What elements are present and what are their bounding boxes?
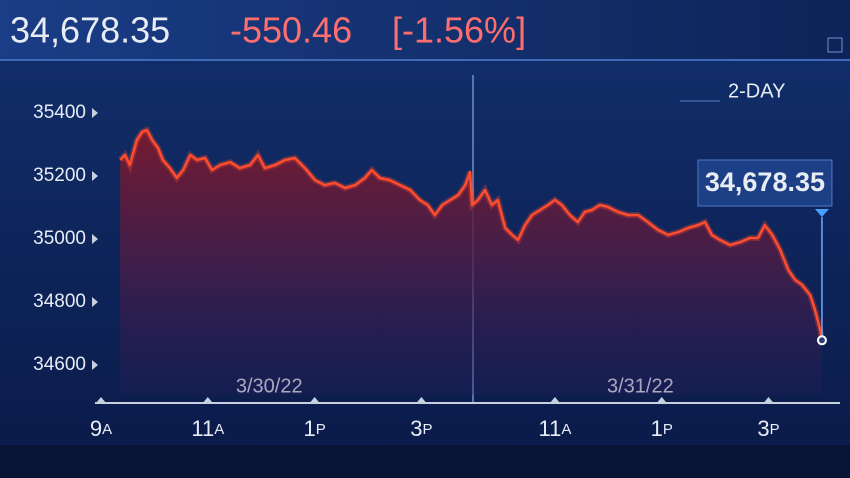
x-tick-mark [656,397,667,403]
y-tick-label: 34600 [33,354,86,375]
x-tick-mark [763,397,774,403]
area [120,130,822,395]
y-tick-label: 35400 [33,102,86,123]
price-callout-label: 34,678.35 [705,167,825,197]
y-tick-label: 35200 [33,165,86,186]
header-change-pct: [-1.56%] [392,10,526,51]
x-tick-label: 3P [757,416,779,441]
x-tick-mark [549,397,560,403]
y-tick-label: 35000 [33,228,86,249]
line [119,128,824,341]
x-tick-label: 9A [90,416,112,441]
last-point [816,335,827,346]
footer-bar [0,445,850,478]
y-tick-label: 34800 [33,291,86,312]
y-tick-mark [92,296,98,307]
header-value: 34,678.35 [10,10,170,51]
header-change: -550.46 [230,10,352,51]
y-tick-mark [92,359,98,370]
callout-pointer [814,209,829,217]
x-tick-label: 3P [410,416,432,441]
x-tick-mark [309,397,320,403]
x-tick-mark [416,397,427,403]
y-tick-mark [92,233,98,244]
price-callout [697,159,833,207]
header-bar [0,0,850,60]
x-tick-label: 11A [538,416,571,441]
period-label: 2-DAY [728,80,785,102]
corner-icon [827,37,843,53]
y-tick-mark [92,170,98,181]
y-tick-mark [92,107,98,118]
x-tick-mark [96,397,107,403]
x-tick-label: 11A [191,416,224,441]
x-tick-label: 1P [303,416,325,441]
x-tick-label: 1P [651,416,673,441]
x-tick-mark [202,397,213,403]
